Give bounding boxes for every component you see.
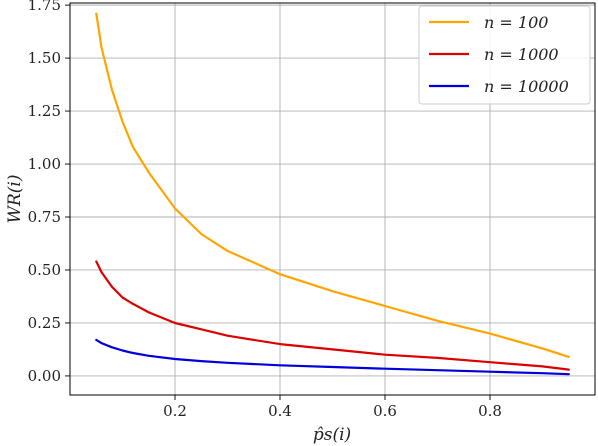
series-lines xyxy=(95,12,570,376)
legend-label-n1000: n = 1000 xyxy=(484,45,559,64)
x-tick-label: 0.2 xyxy=(163,402,187,420)
y-tick-label: 0.25 xyxy=(28,314,61,332)
x-tick-label: 0.4 xyxy=(268,402,292,420)
series-line-1 xyxy=(95,260,570,371)
y-tick-label: 1.75 xyxy=(28,0,61,14)
y-tick-label: 1.50 xyxy=(28,49,61,67)
tick-labels: 0.2 0.4 0.6 0.8 0.00 0.25 0.50 0.75 1.00 1.25 1.50… xyxy=(28,0,502,420)
legend-label-n10000: n = 10000 xyxy=(484,77,569,96)
legend-label-n100: n = 100 xyxy=(484,13,548,32)
x-tick-label: 0.8 xyxy=(478,402,502,420)
y-tick-label: 0.50 xyxy=(28,261,61,279)
legend: n = 100 n = 1000 n = 10000 xyxy=(418,5,591,105)
x-tick-label: 0.6 xyxy=(373,402,397,420)
x-axis-label: p̂s(i) xyxy=(313,425,351,445)
legend-box xyxy=(418,5,591,105)
grid xyxy=(70,3,595,395)
y-tick-label: 1.00 xyxy=(28,155,61,173)
series-line-2 xyxy=(95,338,570,376)
axis-ticks xyxy=(65,4,491,400)
y-tick-label: 1.25 xyxy=(28,102,61,120)
y-axis-label: WR(i) xyxy=(5,175,25,224)
y-tick-label: 0.00 xyxy=(28,367,61,385)
y-tick-label: 0.75 xyxy=(28,208,61,226)
series-line-0 xyxy=(95,12,570,358)
plot-frame xyxy=(69,2,596,396)
